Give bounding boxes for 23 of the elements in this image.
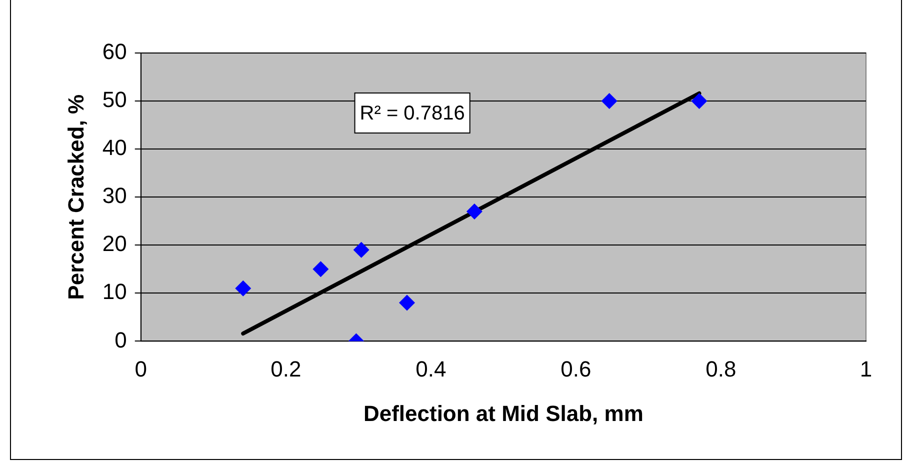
y-tick-label: 40 bbox=[102, 135, 127, 160]
x-tick-label: 0.6 bbox=[560, 356, 592, 382]
annotation: R² = 0.7816 bbox=[360, 102, 465, 125]
x-tick-label: 1 bbox=[860, 356, 872, 382]
x-tick-label: 0.8 bbox=[706, 356, 736, 382]
point bbox=[312, 261, 329, 278]
y-tick-label: 10 bbox=[102, 279, 127, 304]
x-tick-label: 0.4 bbox=[416, 356, 446, 382]
y-tick-label: 60 bbox=[102, 39, 127, 64]
point bbox=[601, 93, 618, 110]
point bbox=[691, 93, 708, 110]
point bbox=[398, 294, 415, 311]
y-tick-label: 0 bbox=[114, 327, 127, 352]
x-axis-title: Deflection at Mid Slab, mm bbox=[363, 400, 644, 426]
x-tick-label: 0 bbox=[134, 356, 147, 382]
y-tick-label: 50 bbox=[102, 87, 127, 112]
y-tick-label: 30 bbox=[102, 183, 127, 208]
point bbox=[466, 204, 482, 220]
x-tick-label: 0.2 bbox=[270, 356, 302, 382]
y-tick-label: 20 bbox=[102, 231, 127, 256]
point bbox=[353, 242, 370, 258]
point bbox=[235, 280, 252, 296]
y-axis-title: Percent Cracked, % bbox=[63, 94, 88, 300]
